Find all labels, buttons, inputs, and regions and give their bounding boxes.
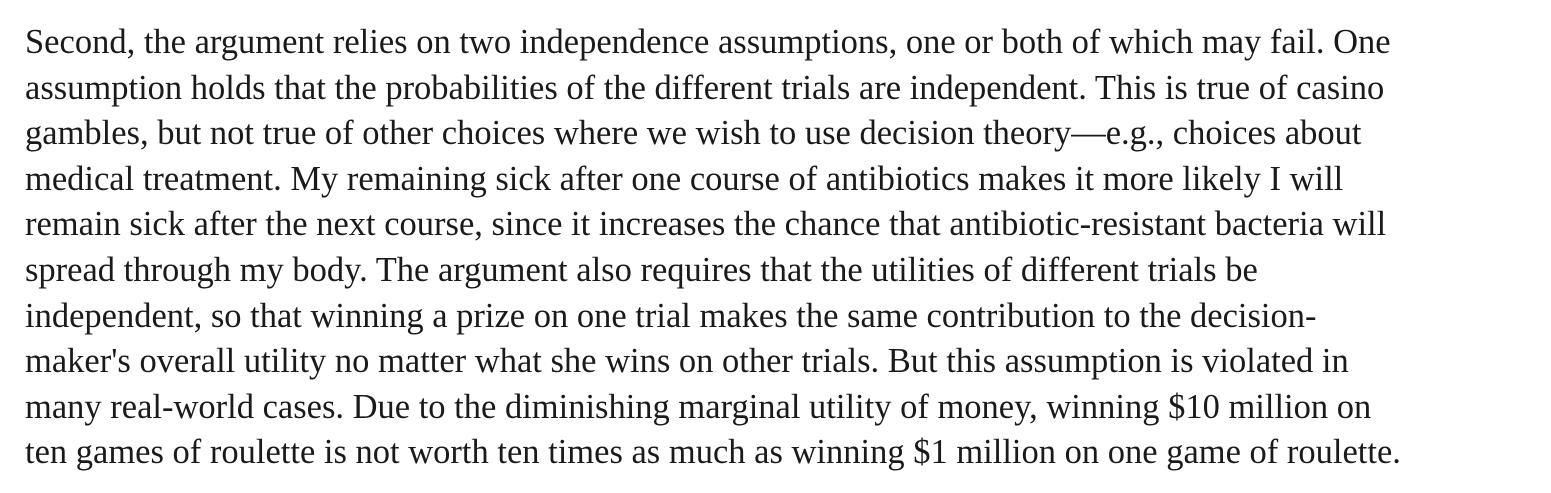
- paragraph-line: Second, the argument relies on two indep…: [25, 23, 1391, 61]
- paragraph-line: maker's overall utility no matter what s…: [25, 342, 1349, 381]
- paragraph-line: gambles, but not true of other choices w…: [25, 114, 1362, 153]
- paragraph-line: assumption holds that the probabilities …: [25, 68, 1385, 107]
- document-body: Second, the argument relies on two indep…: [25, 0, 1535, 476]
- paragraph-line: medical treatment. My remaining sick aft…: [25, 159, 1344, 198]
- paragraph-line: remain sick after the next course, since…: [25, 205, 1387, 244]
- paragraph-line: many real-world cases. Due to the dimini…: [25, 387, 1372, 426]
- paragraph-line: independent, so that winning a prize on …: [25, 296, 1317, 335]
- paragraph-line: ten games of roulette is not worth ten t…: [25, 433, 1401, 472]
- paragraph: Second, the argument relies on two indep…: [25, 20, 1535, 476]
- paragraph-line: spread through my body. The argument als…: [25, 250, 1258, 289]
